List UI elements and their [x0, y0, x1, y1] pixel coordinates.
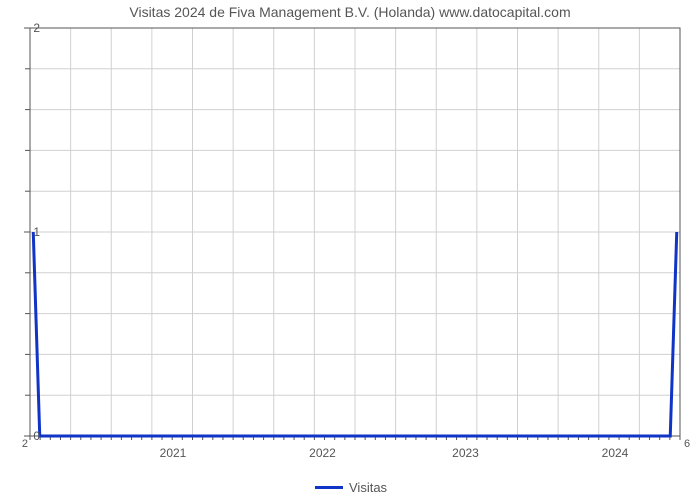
- x-tick-label: 2024: [602, 446, 629, 460]
- secondary-x-label-left: 2: [22, 438, 28, 450]
- plot-area: [30, 28, 680, 436]
- x-tick-label: 2021: [160, 446, 187, 460]
- x-tick-label: 2023: [452, 446, 479, 460]
- plot-svg: [30, 28, 680, 436]
- legend-label: Visitas: [349, 480, 387, 495]
- secondary-x-label-right: 6: [684, 438, 690, 450]
- y-tick-label: 2: [20, 21, 40, 35]
- chart-title: Visitas 2024 de Fiva Management B.V. (Ho…: [0, 4, 700, 20]
- legend-swatch: [315, 486, 343, 489]
- legend: Visitas: [315, 480, 387, 495]
- y-tick-label: 1: [20, 225, 40, 239]
- chart-container: Visitas 2024 de Fiva Management B.V. (Ho…: [0, 0, 700, 500]
- x-tick-label: 2022: [309, 446, 336, 460]
